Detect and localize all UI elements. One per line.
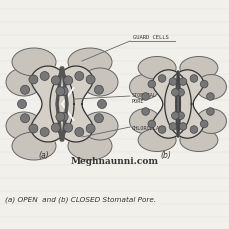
Circle shape	[74, 128, 83, 137]
Ellipse shape	[137, 57, 175, 80]
Circle shape	[29, 76, 38, 85]
Ellipse shape	[68, 49, 112, 77]
Circle shape	[40, 128, 49, 137]
Circle shape	[17, 100, 26, 109]
Circle shape	[56, 113, 65, 122]
Circle shape	[94, 86, 103, 95]
Circle shape	[94, 114, 103, 123]
Polygon shape	[152, 71, 191, 139]
Circle shape	[178, 78, 186, 86]
Circle shape	[199, 121, 207, 128]
Text: CHLOROPLAST: CHLOROPLAST	[131, 125, 166, 131]
Circle shape	[63, 124, 72, 133]
Circle shape	[29, 125, 38, 134]
Circle shape	[178, 123, 186, 131]
Circle shape	[168, 123, 176, 131]
Polygon shape	[50, 67, 93, 142]
Circle shape	[59, 113, 68, 122]
Circle shape	[168, 78, 176, 86]
Text: GUARD CELLS: GUARD CELLS	[132, 35, 168, 40]
Polygon shape	[31, 67, 74, 142]
Ellipse shape	[179, 57, 217, 80]
Ellipse shape	[12, 132, 56, 160]
Circle shape	[206, 93, 213, 101]
Circle shape	[20, 86, 30, 95]
Ellipse shape	[129, 109, 159, 134]
Circle shape	[86, 125, 95, 134]
Text: (a) OPEN  and (b) CLOSED Stomatal Pore.: (a) OPEN and (b) CLOSED Stomatal Pore.	[5, 196, 155, 202]
Circle shape	[189, 75, 197, 83]
Ellipse shape	[195, 75, 226, 100]
Circle shape	[147, 81, 155, 88]
Circle shape	[147, 121, 155, 128]
Ellipse shape	[68, 132, 112, 160]
Circle shape	[97, 100, 106, 109]
Circle shape	[158, 126, 165, 134]
Circle shape	[206, 108, 213, 116]
Text: (a): (a)	[38, 150, 48, 159]
Circle shape	[51, 124, 60, 133]
Circle shape	[189, 126, 197, 134]
Circle shape	[56, 87, 65, 96]
Ellipse shape	[82, 69, 117, 97]
Circle shape	[199, 81, 207, 88]
Circle shape	[20, 114, 30, 123]
Circle shape	[171, 112, 178, 120]
Circle shape	[40, 72, 49, 81]
Text: Meghnaunni.com: Meghnaunni.com	[71, 157, 158, 166]
Circle shape	[59, 87, 68, 96]
Text: STOMATAL
PORE: STOMATAL PORE	[131, 93, 156, 103]
Text: (b): (b)	[159, 150, 170, 159]
Circle shape	[141, 108, 149, 116]
Circle shape	[74, 72, 83, 81]
Ellipse shape	[179, 129, 217, 152]
Circle shape	[86, 76, 95, 85]
Circle shape	[63, 76, 72, 85]
Ellipse shape	[12, 49, 56, 77]
Circle shape	[141, 93, 149, 101]
Ellipse shape	[195, 109, 226, 134]
Circle shape	[176, 112, 184, 120]
Circle shape	[158, 75, 165, 83]
Circle shape	[51, 76, 60, 85]
Circle shape	[171, 89, 178, 97]
Ellipse shape	[6, 112, 42, 140]
Ellipse shape	[82, 112, 117, 140]
Ellipse shape	[137, 129, 175, 152]
Polygon shape	[62, 88, 74, 121]
Circle shape	[176, 89, 184, 97]
Ellipse shape	[6, 69, 42, 97]
Polygon shape	[164, 71, 203, 139]
Ellipse shape	[129, 75, 159, 100]
